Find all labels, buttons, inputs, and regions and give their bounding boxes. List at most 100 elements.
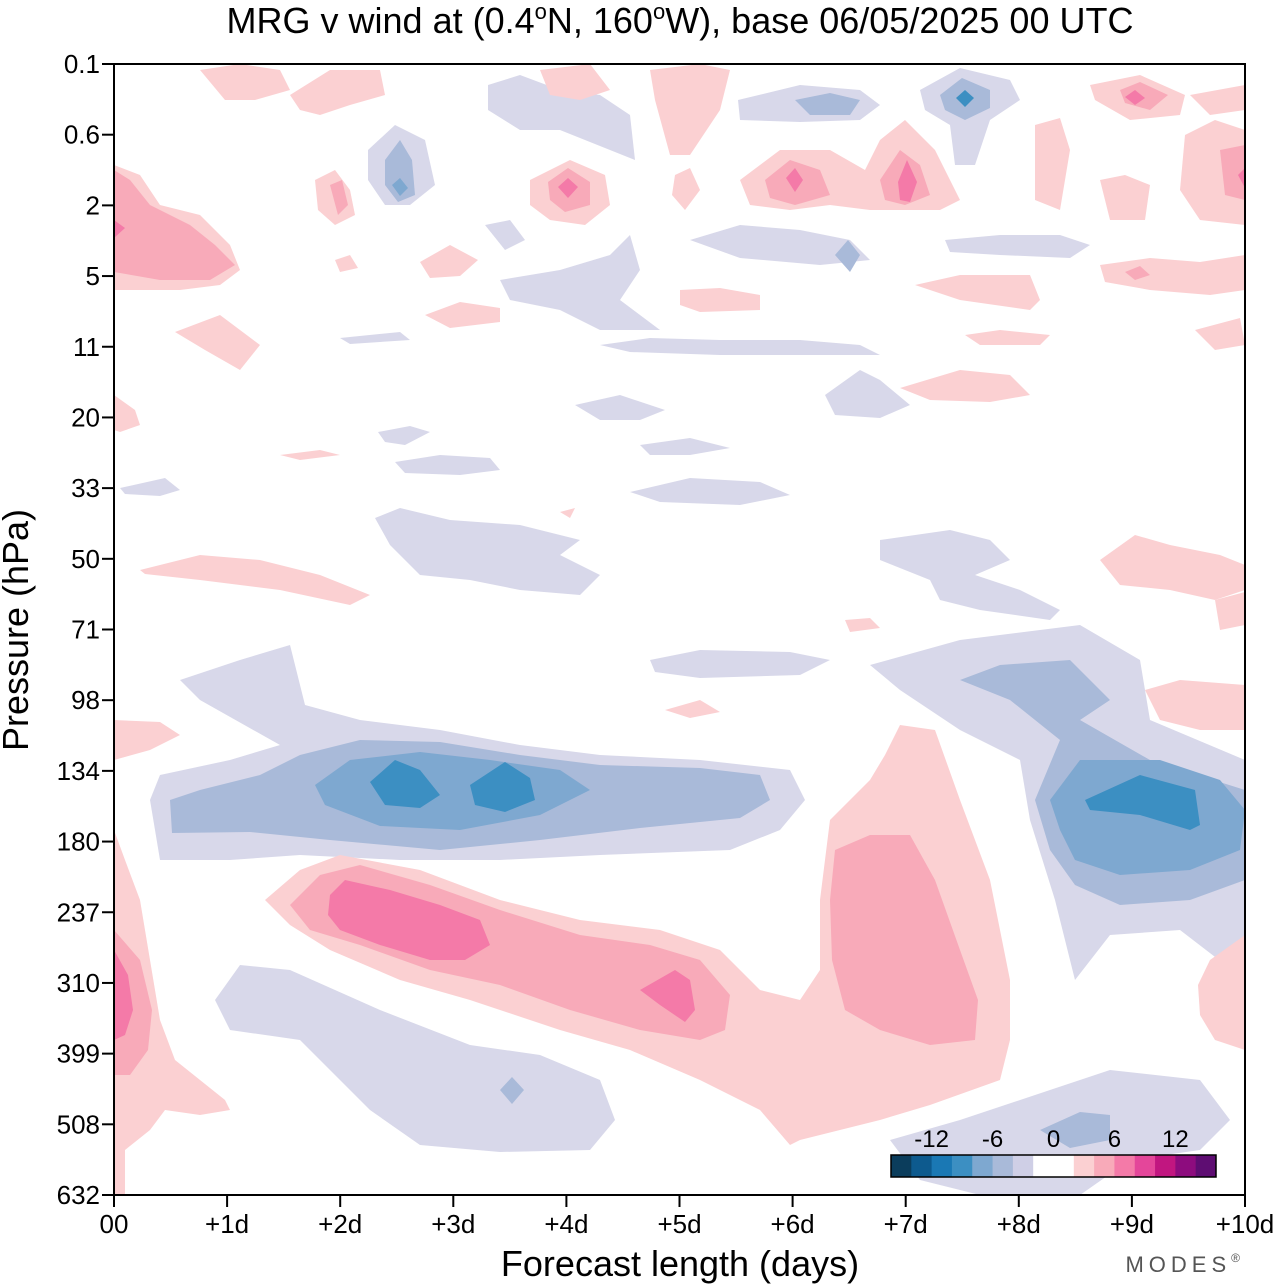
pos-lobe-2-f — [1180, 120, 1245, 225]
pos-lobe-lower-left-inner — [114, 950, 133, 1040]
pos-lobe-upper-2 — [290, 70, 385, 115]
colorbar-swatch — [992, 1155, 1014, 1177]
y-tick-label: 11 — [73, 332, 100, 362]
neg-blob-upper-4-core — [392, 178, 408, 196]
pos-lobe-lower-left-mid — [114, 930, 152, 1075]
neg-blob-upper-3-core — [956, 90, 974, 107]
y-tick-label: 508 — [57, 1109, 100, 1139]
y-tick-label: 50 — [71, 544, 100, 574]
pos-lobe-5-e — [1100, 255, 1245, 295]
pos-lobe-20-b — [114, 395, 140, 432]
colorbar-tick-label: -6 — [982, 1126, 1003, 1153]
y-tick-label: 180 — [57, 827, 100, 857]
colorbar-swatch — [1094, 1155, 1115, 1177]
colorbar-frame — [890, 1154, 1217, 1178]
colorbar-tick-label: 0 — [1047, 1126, 1060, 1153]
colorbar-swatch — [1073, 1155, 1095, 1177]
x-tick-label: +2d — [318, 1209, 362, 1239]
pos-lobe-2-e — [1035, 118, 1070, 210]
x-tick-label: +4d — [544, 1209, 588, 1239]
neg-blob-strat-12 — [120, 478, 180, 496]
pos-lobe-2-b-core — [786, 168, 803, 192]
y-tick-label: 399 — [57, 1039, 100, 1069]
neg-min-day2p5 — [370, 760, 440, 808]
colorbar-swatch — [891, 1155, 912, 1177]
pos-lobe-50 — [140, 555, 370, 605]
x-axis: 00 +1d +2d +3d +4d +5d +6d +7d +8d +9d +10d — [100, 1195, 1274, 1239]
y-axis: 0.1 0.6 2 5 11 20 33 50 71 98 134 180 237 310 399 508 63… — [57, 49, 114, 1210]
y-axis-label: Pressure (hPa) — [0, 509, 36, 751]
pos-lobe-right-lower — [1198, 935, 1245, 1050]
pos-lobe-2-left-mid — [114, 170, 235, 280]
pos-lobe-2-a-core — [558, 178, 578, 198]
colorbar-swatch — [1033, 1155, 1054, 1177]
x-tick-label: +7d — [884, 1209, 928, 1239]
colorbar-swatch — [1175, 1155, 1197, 1177]
y-tick-label: 71 — [71, 615, 100, 645]
pos-lobe-2-f-mid — [1220, 145, 1245, 200]
colorbar-tick-label: -12 — [914, 1126, 949, 1153]
x-tick-label: 00 — [100, 1209, 129, 1239]
y-tick-label: 98 — [71, 685, 100, 715]
colorbar-swatch — [1114, 1155, 1136, 1177]
neg-min-day3p5 — [470, 762, 535, 812]
x-tick-label: +5d — [657, 1209, 701, 1239]
pos-lobe-upper-4 — [650, 64, 730, 155]
pos-lobe-11-d — [1195, 318, 1245, 350]
neg-blob-upper-4-mid — [385, 140, 415, 202]
neg-blob-upper-2-mid — [795, 93, 860, 115]
x-tick-label: +9d — [1110, 1209, 1154, 1239]
colorbar-swatch — [911, 1155, 933, 1177]
neg-blob-strat-15 — [880, 530, 1060, 620]
pos-lobe-98 — [665, 700, 720, 718]
pos-lobe-day7 — [830, 835, 978, 1045]
neg-blob-strat-7 — [575, 395, 665, 420]
colorbar-swatch — [1155, 1155, 1176, 1177]
neg-small-lower — [500, 1077, 524, 1104]
pos-lobe-50-right — [1100, 535, 1245, 600]
neg-blob-strat-1-mid — [835, 240, 860, 272]
colorbar-swatch — [1134, 1155, 1156, 1177]
neg-blob-strat-2 — [485, 220, 525, 250]
contour-field — [114, 64, 1245, 1195]
neg-blob-strat-13 — [630, 478, 790, 505]
pos-lobe-20-d — [560, 508, 575, 518]
y-tick-label: 632 — [57, 1180, 100, 1210]
neg-blob-strat-10 — [395, 455, 500, 475]
colorbar-tick-label: 6 — [1108, 1126, 1121, 1153]
x-tick-label: +6d — [771, 1209, 815, 1239]
pos-lobe-20 — [900, 370, 1030, 402]
colorbar-swatch — [1012, 1155, 1034, 1177]
y-tick-label: 0.1 — [64, 49, 100, 79]
pos-lobe-5-c — [680, 288, 760, 312]
pos-lobe-5-a — [420, 245, 478, 278]
pos-lobe-2-d-mid — [330, 180, 348, 215]
colorbar-swatch — [931, 1155, 953, 1177]
neg-region-right-inner — [1050, 760, 1245, 875]
y-tick-label: 20 — [71, 402, 100, 432]
y-tick-label: 0.6 — [64, 120, 100, 150]
pos-lobe-right-upper — [1145, 680, 1245, 730]
pos-lobe-2-left-inner — [114, 220, 125, 238]
colorbar-tick-label: 12 — [1162, 1126, 1189, 1153]
colorbar: -12 -6 0 6 12 — [890, 1126, 1217, 1178]
pos-lobe-5-e-mid — [1125, 266, 1150, 280]
y-tick-label: 237 — [57, 897, 100, 927]
neg-region-lower — [215, 965, 615, 1152]
pos-lobe-71 — [845, 618, 880, 632]
neg-blob-strat-3 — [500, 235, 660, 330]
colorbar-swatch — [951, 1155, 973, 1177]
pos-lobe-upper-5-core — [1125, 90, 1145, 105]
y-tick-label: 2 — [86, 190, 100, 220]
chart-title: MRG v wind at (0.4oN, 160oW), base 06/05… — [227, 0, 1134, 41]
y-tick-label: 310 — [57, 968, 100, 998]
pos-lobe-11 — [175, 315, 260, 370]
neg-blob-strat-9 — [378, 426, 430, 445]
y-tick-label: 33 — [71, 473, 100, 503]
pos-lobe-5-d — [915, 275, 1040, 310]
pos-diag-band — [265, 725, 1010, 1145]
neg-blob-strat-6 — [340, 332, 410, 344]
pos-diag-band-inner — [328, 880, 490, 960]
y-tick-label: 134 — [57, 756, 100, 786]
neg-blob-strat-4 — [945, 235, 1090, 258]
